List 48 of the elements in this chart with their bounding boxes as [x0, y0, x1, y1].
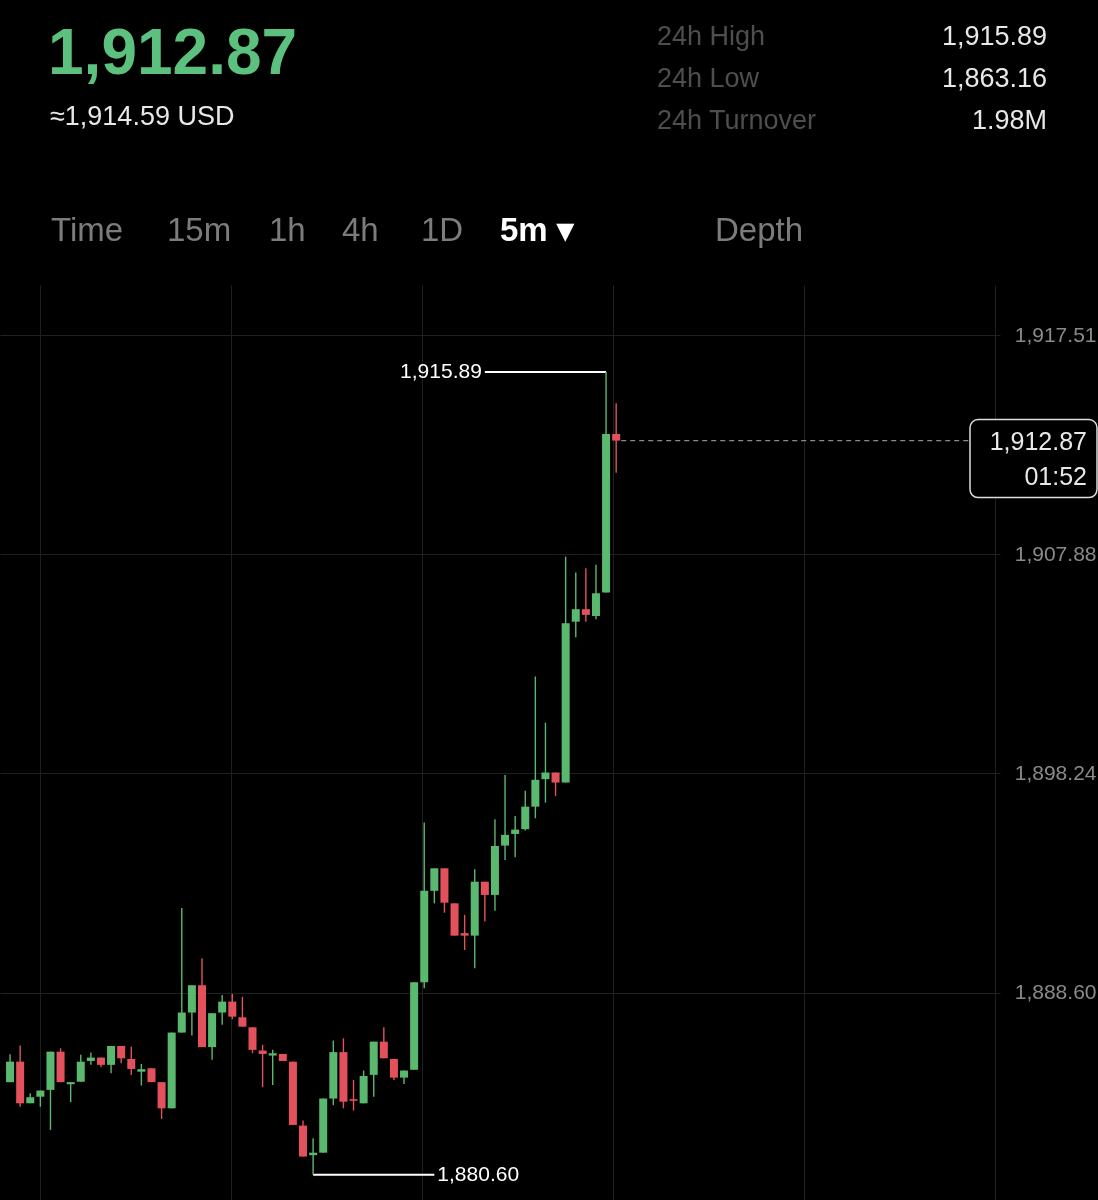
candlestick [127, 1045, 136, 1076]
text: Time [51, 211, 124, 248]
candlestick [228, 993, 237, 1020]
text: 1.98M [971, 105, 1047, 135]
chart-subtitle: ≈1,914.59 USD [50, 101, 235, 131]
candlestick [218, 994, 227, 1026]
text: 1,863.16 [941, 63, 1047, 93]
candlestick [460, 914, 469, 951]
text: 24h Turnover [657, 105, 817, 135]
y-tick-label: 1,917.51 [1014, 322, 1097, 346]
candlestick [571, 571, 580, 638]
text: 15m [167, 211, 232, 248]
candlestick [268, 1049, 277, 1086]
text: Depth [715, 211, 804, 248]
candlestick [379, 1026, 388, 1059]
candlestick [76, 1054, 85, 1083]
y-tick-label: 1,888.60 [1014, 980, 1097, 1004]
candlestick [501, 774, 510, 861]
chart-title: 1,912.87 [48, 16, 298, 88]
text: 24h High [657, 21, 766, 51]
candlestick [511, 815, 520, 858]
candlestick [177, 907, 186, 1034]
annotation: 1,915.89 [400, 358, 482, 382]
y-tick-label: 1,907.88 [1014, 541, 1097, 565]
candlestick [541, 722, 550, 804]
candlestick [248, 1026, 257, 1054]
candlestick [349, 1079, 358, 1112]
candlestick [137, 1063, 146, 1087]
candlestick [480, 881, 489, 923]
text: 01:52 [1024, 461, 1087, 490]
candlestick [66, 1081, 75, 1103]
candlestick [581, 567, 590, 623]
candlestick [6, 1053, 15, 1083]
annotation: 1,880.60 [437, 1161, 520, 1185]
ref-line-label: 1,912.87 [989, 426, 1087, 455]
candlestick [521, 790, 530, 832]
candlestick [107, 1045, 116, 1074]
candlestick [591, 564, 600, 620]
text: 5m ▾ [500, 211, 575, 248]
text: 1,915.89 [941, 21, 1047, 51]
candlestick [612, 402, 621, 474]
text: 4h [342, 211, 379, 248]
candlestick [430, 867, 439, 905]
text: 1h [269, 211, 306, 248]
y-tick-label: 1,898.24 [1014, 760, 1097, 784]
candlestick [238, 996, 247, 1028]
text: 1D [421, 211, 464, 248]
text: 24h Low [657, 63, 760, 93]
